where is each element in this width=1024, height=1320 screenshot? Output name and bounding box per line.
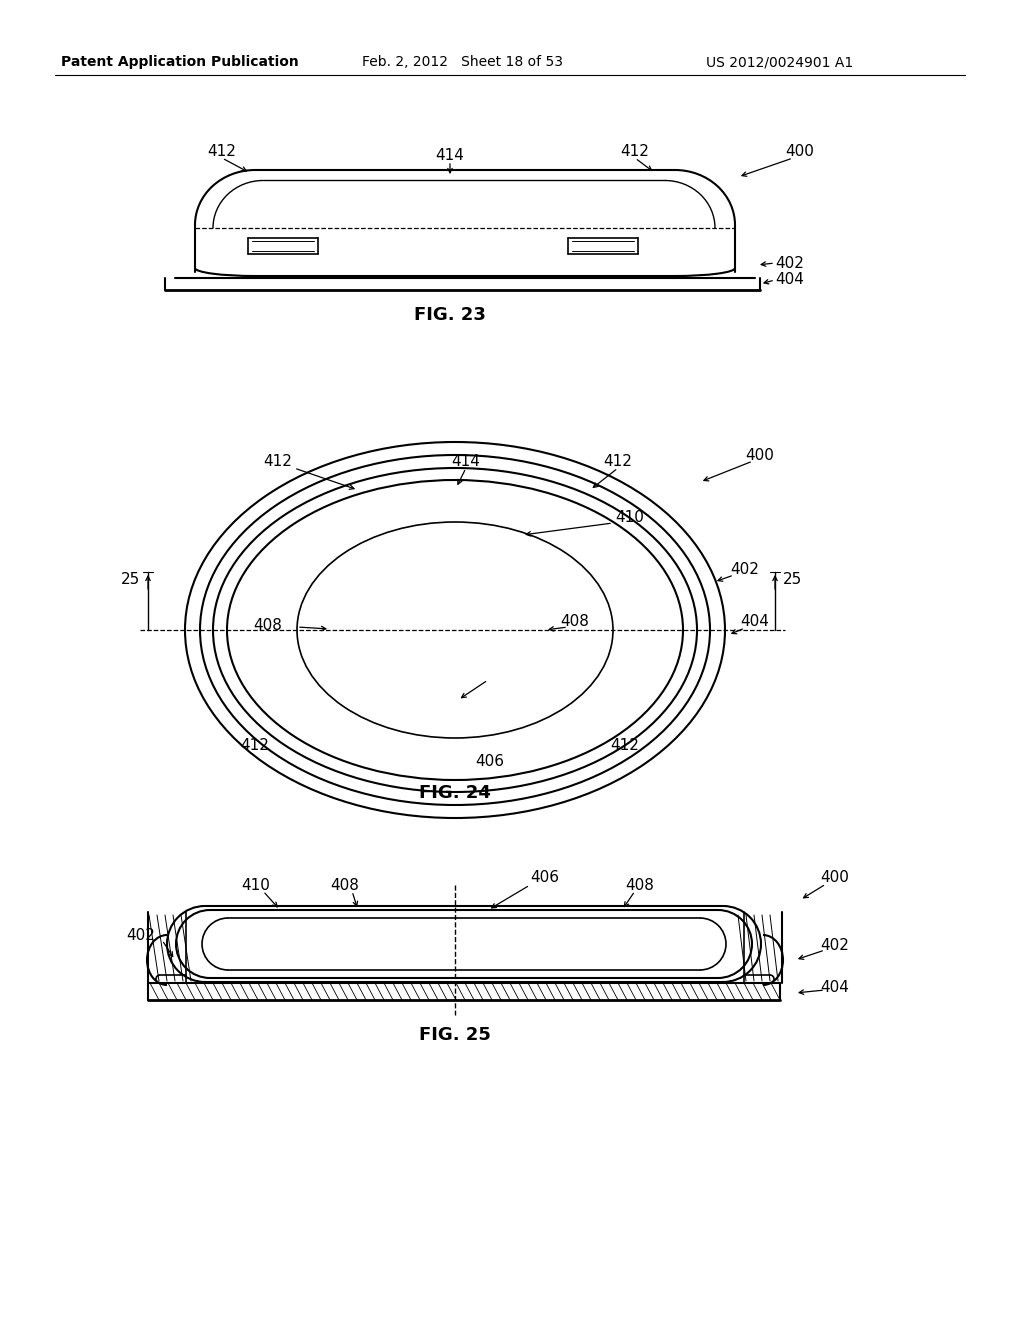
Text: 404: 404 [740, 615, 769, 630]
Text: 412: 412 [263, 454, 293, 470]
Text: 400: 400 [820, 870, 850, 886]
Text: 408: 408 [331, 878, 359, 892]
Text: 402: 402 [126, 928, 155, 942]
Text: 400: 400 [785, 144, 814, 160]
Text: 404: 404 [820, 981, 850, 995]
Text: 410: 410 [242, 878, 270, 892]
Text: 412: 412 [603, 454, 633, 470]
Text: 402: 402 [820, 937, 850, 953]
Text: 408: 408 [560, 615, 590, 630]
Text: FIG. 25: FIG. 25 [419, 1026, 490, 1044]
Text: 25: 25 [783, 573, 803, 587]
Text: FIG. 23: FIG. 23 [414, 306, 486, 323]
Text: 412: 412 [610, 738, 639, 752]
Text: 410: 410 [615, 511, 644, 525]
Text: 412: 412 [208, 144, 237, 160]
Text: 400: 400 [745, 447, 774, 462]
Text: Feb. 2, 2012   Sheet 18 of 53: Feb. 2, 2012 Sheet 18 of 53 [361, 55, 562, 69]
Text: FIG. 24: FIG. 24 [419, 784, 490, 803]
Text: 408: 408 [626, 878, 654, 892]
Text: 412: 412 [621, 144, 649, 160]
Text: 408: 408 [254, 618, 283, 632]
Text: 406: 406 [475, 755, 505, 770]
Text: Patent Application Publication: Patent Application Publication [61, 55, 299, 69]
Text: 402: 402 [730, 562, 760, 578]
Text: 402: 402 [775, 256, 805, 271]
Text: US 2012/0024901 A1: US 2012/0024901 A1 [707, 55, 854, 69]
Text: 412: 412 [241, 738, 269, 752]
Text: 404: 404 [775, 272, 805, 288]
Text: 414: 414 [452, 454, 480, 470]
Text: 414: 414 [435, 148, 465, 162]
Text: 25: 25 [121, 573, 139, 587]
Text: 406: 406 [530, 870, 559, 886]
